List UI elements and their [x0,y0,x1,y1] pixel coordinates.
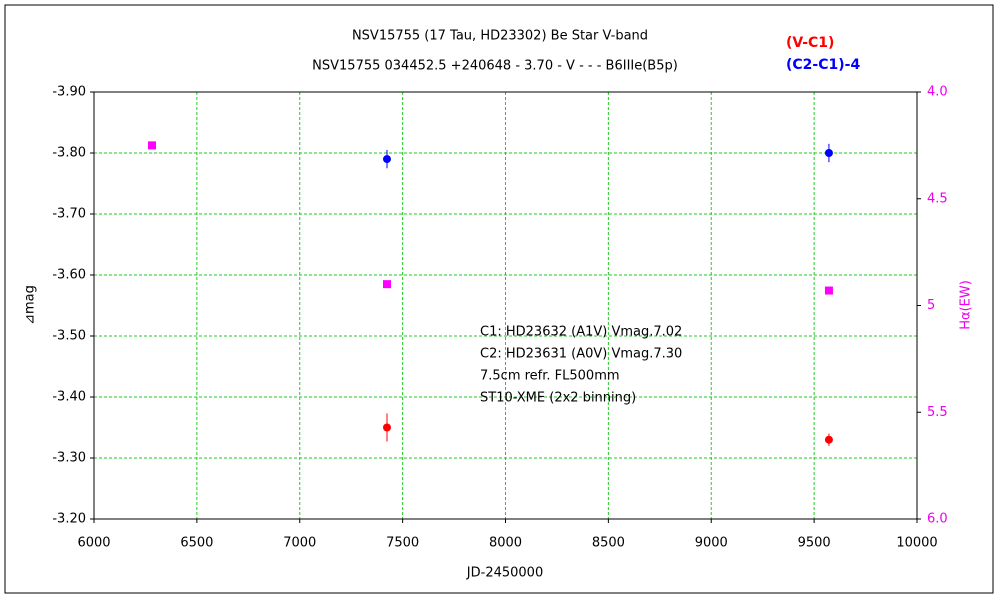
y-tick-label: -3.70 [52,207,86,222]
x-tick-label: 9000 [695,536,728,551]
y2-tick-label: 5.5 [927,405,948,420]
plot-border [93,91,918,520]
point [382,423,391,432]
point [382,280,391,289]
x-tick-label: 7500 [386,536,419,551]
y2-tick-label: 4.0 [927,85,948,100]
y2-tick-label: 5 [927,298,935,313]
point [382,155,391,164]
x-tick-label: 6000 [77,536,110,551]
point [824,435,833,444]
annotation: ST10-XME (2x2 binning) [480,391,636,406]
x-tick-label: 8000 [489,536,522,551]
y-tick-label: -3.90 [52,85,86,100]
annotation: 7.5cm refr. FL500mm [480,369,620,384]
y-axis-label: ⊿mag [23,285,38,325]
x-tick-label: 10000 [896,536,937,551]
point [824,149,833,157]
y-tick-label: -3.40 [52,390,86,405]
annotation: C2: HD23631 (A0V) Vmag.7.30 [480,347,682,362]
y2-tick-label: 6.0 [927,512,948,527]
x-tick-label: 8500 [592,536,625,551]
x-axis-label: JD-2450000 [466,566,543,581]
point [148,141,157,150]
x-tick-label: 7000 [283,536,316,551]
x-tick-label: 6500 [180,536,213,551]
point [824,286,833,295]
y-tick-label: -3.60 [52,268,86,283]
legend-label: (C2-C1)-4 [786,57,860,73]
chart-title: NSV15755 (17 Tau, HD23302) Be Star V-ban… [352,29,648,44]
y-tick-label: -3.80 [52,146,86,161]
legend-label: (V-C1) [786,35,834,51]
y-tick-label: -3.20 [52,512,86,527]
y-tick-label: -3.50 [52,329,86,344]
y2-tick-label: 4.5 [927,191,948,206]
chart-subtitle: NSV15755 034452.5 +240648 - 3.70 - V - -… [312,59,678,74]
x-tick-label: 9500 [798,536,831,551]
frame [4,4,994,594]
annotation: C1: HD23632 (A1V) Vmag.7.02 [480,325,682,340]
y2-axis-label: Hα(EW) [959,280,974,330]
y-tick-label: -3.30 [52,451,86,466]
